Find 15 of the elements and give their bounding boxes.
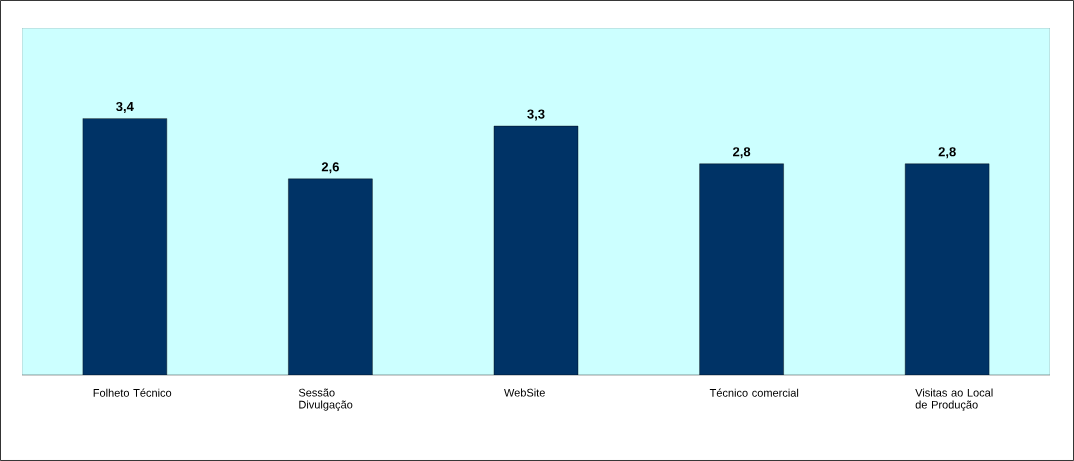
data-label: 3,3 bbox=[527, 109, 545, 121]
data-label: 3,4 bbox=[116, 101, 134, 113]
bar bbox=[699, 163, 784, 375]
x-tick-label: Sessão Divulgação bbox=[298, 388, 353, 411]
data-label: 2,8 bbox=[733, 147, 751, 159]
bar bbox=[905, 163, 990, 375]
x-tick-label: Visitas ao Local de Produção bbox=[915, 388, 993, 411]
x-tick-label: Técnico comercial bbox=[709, 388, 799, 397]
data-label: 2,8 bbox=[938, 147, 956, 159]
data-label: 2,6 bbox=[321, 162, 339, 174]
x-tick-label: Folheto Técnico bbox=[93, 388, 172, 397]
bar bbox=[494, 126, 578, 375]
bar bbox=[288, 178, 373, 375]
x-tick-label: WebSite bbox=[504, 388, 545, 397]
bar bbox=[82, 118, 167, 375]
